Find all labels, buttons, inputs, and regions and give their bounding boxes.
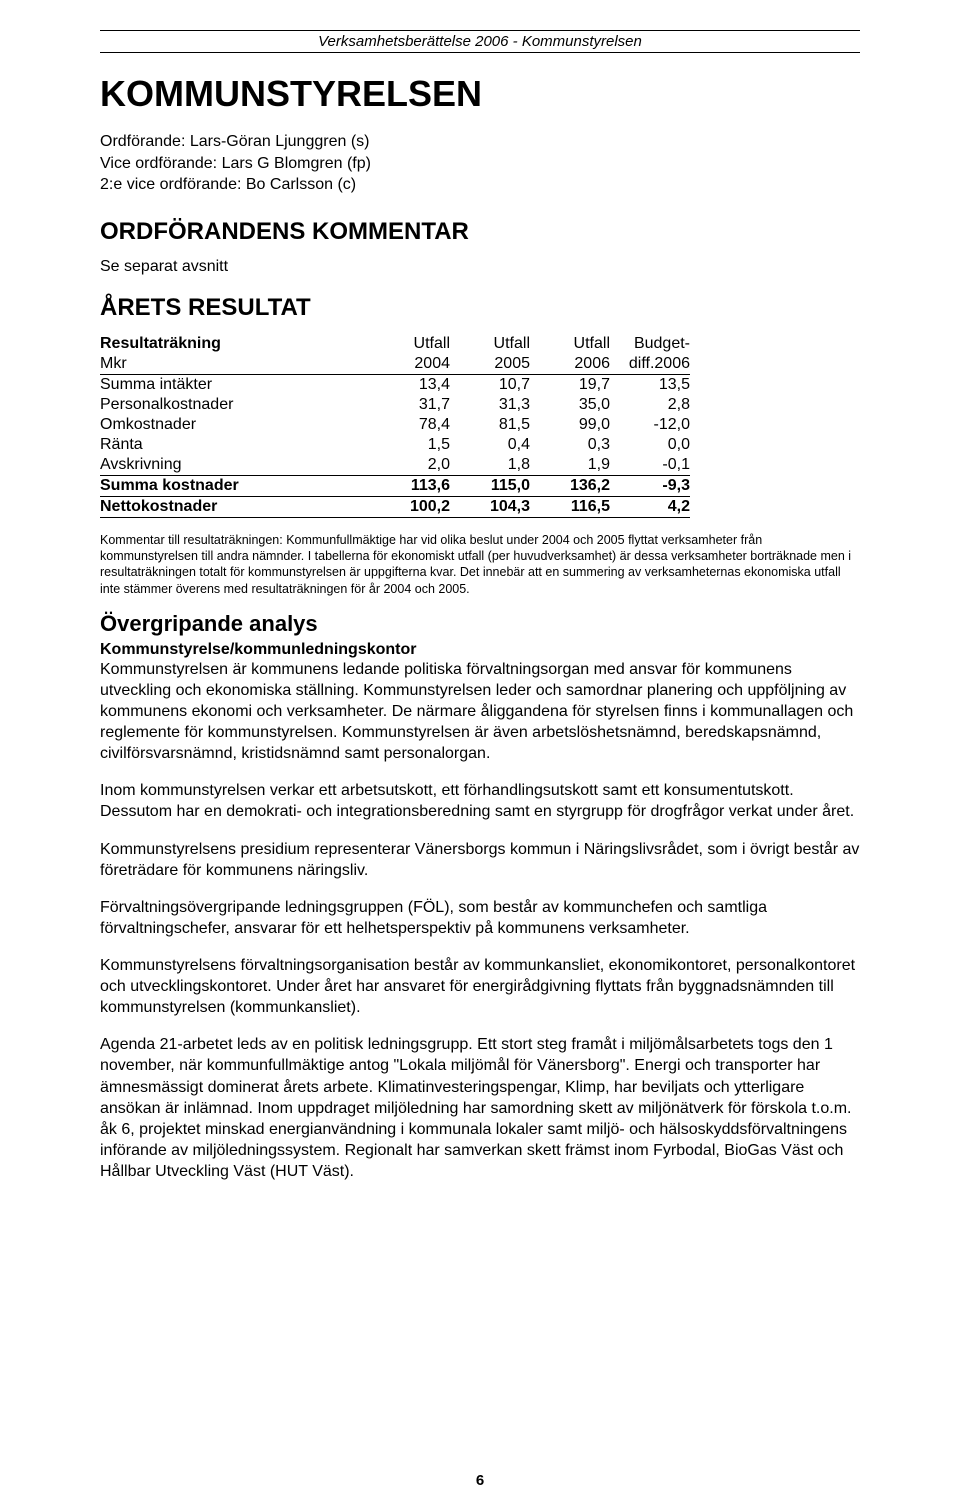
- table-header-row-2: Mkr 2004 2005 2006 diff.2006: [100, 354, 690, 375]
- cell: 116,5: [530, 496, 610, 517]
- paragraph: Inom kommunstyrelsen verkar ett arbetsut…: [100, 780, 860, 822]
- cell: 81,5: [450, 415, 530, 435]
- table-row: Personalkostnader 31,7 31,3 35,0 2,8: [100, 395, 690, 415]
- table-row: Summa intäkter 13,4 10,7 19,7 13,5: [100, 374, 690, 395]
- row-label: Summa kostnader: [100, 475, 370, 496]
- role-vice-ordforande: Vice ordförande: Lars G Blomgren (fp): [100, 153, 860, 175]
- cell: 13,4: [370, 374, 450, 395]
- col-header: Budget-: [610, 334, 690, 354]
- cell: 99,0: [530, 415, 610, 435]
- cell: -0,1: [610, 455, 690, 476]
- cell: 35,0: [530, 395, 610, 415]
- cell: 13,5: [610, 374, 690, 395]
- separat-avsnitt-text: Se separat avsnitt: [100, 258, 860, 276]
- col-header: Resultaträkning: [100, 334, 370, 354]
- cell: 113,6: [370, 475, 450, 496]
- header-rule-top: [100, 30, 860, 31]
- col-header: 2004: [370, 354, 450, 375]
- paragraph: Agenda 21-arbetet leds av en politisk le…: [100, 1034, 860, 1182]
- col-header: diff.2006: [610, 354, 690, 375]
- table-header-row-1: Resultaträkning Utfall Utfall Utfall Bud…: [100, 334, 690, 354]
- page-title: KOMMUNSTYRELSEN: [100, 73, 860, 115]
- cell: 31,3: [450, 395, 530, 415]
- paragraph: Förvaltningsövergripande ledningsgruppen…: [100, 897, 860, 939]
- cell: 2,8: [610, 395, 690, 415]
- subhead-kommunstyrelse: Kommunstyrelse/kommunledningskontor: [100, 641, 860, 659]
- paragraph: Kommunstyrelsen är kommunens ledande pol…: [100, 659, 860, 765]
- cell: 1,8: [450, 455, 530, 476]
- table-row: Ränta 1,5 0,4 0,3 0,0: [100, 435, 690, 455]
- table-row: Avskrivning 2,0 1,8 1,9 -0,1: [100, 455, 690, 476]
- cell: 1,9: [530, 455, 610, 476]
- page-number: 6: [0, 1472, 960, 1489]
- page-header: Verksamhetsberättelse 2006 - Kommunstyre…: [100, 33, 860, 50]
- cell: -9,3: [610, 475, 690, 496]
- row-label: Ränta: [100, 435, 370, 455]
- header-rule-bottom: [100, 52, 860, 53]
- row-label: Nettokostnader: [100, 496, 370, 517]
- role-2e-vice-ordforande: 2:e vice ordförande: Bo Carlsson (c): [100, 174, 860, 196]
- col-header: 2005: [450, 354, 530, 375]
- heading-overgripande-analys: Övergripande analys: [100, 611, 860, 637]
- role-ordforande: Ordförande: Lars-Göran Ljunggren (s): [100, 131, 860, 153]
- cell: 0,3: [530, 435, 610, 455]
- cell: -12,0: [610, 415, 690, 435]
- heading-arets-resultat: ÅRETS RESULTAT: [100, 294, 860, 322]
- row-label: Avskrivning: [100, 455, 370, 476]
- heading-ordforandens-kommentar: ORDFÖRANDENS KOMMENTAR: [100, 218, 860, 246]
- col-header: Utfall: [450, 334, 530, 354]
- cell: 0,4: [450, 435, 530, 455]
- col-header: Mkr: [100, 354, 370, 375]
- cell: 104,3: [450, 496, 530, 517]
- cell: 136,2: [530, 475, 610, 496]
- cell: 2,0: [370, 455, 450, 476]
- cell: 1,5: [370, 435, 450, 455]
- table-footnote: Kommentar till resultaträkningen: Kommun…: [100, 532, 860, 597]
- row-label: Omkostnader: [100, 415, 370, 435]
- col-header: Utfall: [370, 334, 450, 354]
- roles-block: Ordförande: Lars-Göran Ljunggren (s) Vic…: [100, 131, 860, 196]
- cell: 100,2: [370, 496, 450, 517]
- cell: 31,7: [370, 395, 450, 415]
- resultatrakning-table: Resultaträkning Utfall Utfall Utfall Bud…: [100, 334, 690, 518]
- row-label: Summa intäkter: [100, 374, 370, 395]
- cell: 19,7: [530, 374, 610, 395]
- document-page: Verksamhetsberättelse 2006 - Kommunstyre…: [0, 0, 960, 1509]
- col-header: Utfall: [530, 334, 610, 354]
- cell: 4,2: [610, 496, 690, 517]
- paragraph: Kommunstyrelsens förvaltningsorganisatio…: [100, 955, 860, 1018]
- col-header: 2006: [530, 354, 610, 375]
- paragraph: Kommunstyrelsens presidium representerar…: [100, 839, 860, 881]
- table-row: Omkostnader 78,4 81,5 99,0 -12,0: [100, 415, 690, 435]
- cell: 115,0: [450, 475, 530, 496]
- cell: 10,7: [450, 374, 530, 395]
- row-label: Personalkostnader: [100, 395, 370, 415]
- table-row-summa: Summa kostnader 113,6 115,0 136,2 -9,3: [100, 475, 690, 496]
- cell: 0,0: [610, 435, 690, 455]
- table-row-netto: Nettokostnader 100,2 104,3 116,5 4,2: [100, 496, 690, 517]
- cell: 78,4: [370, 415, 450, 435]
